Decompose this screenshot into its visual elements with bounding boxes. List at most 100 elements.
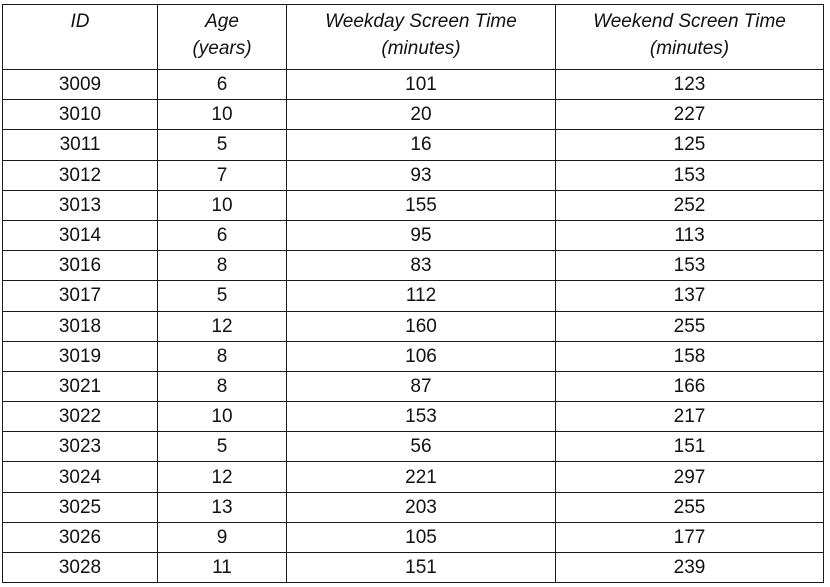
- cell-age: 6: [157, 219, 287, 252]
- cell-age: 5: [157, 129, 287, 161]
- table-row: 3028 11 151 239: [2, 551, 824, 584]
- cell-weekday-minutes: 105: [286, 521, 556, 554]
- cell-weekday-minutes: 221: [286, 461, 556, 493]
- header-weekday-unit: (minutes): [381, 38, 461, 59]
- cell-id: 3012: [2, 159, 158, 191]
- cell-id: 3022: [2, 401, 158, 433]
- cell-age: 12: [157, 461, 287, 493]
- cell-id: 3026: [2, 521, 158, 554]
- cell-id: 3017: [2, 280, 158, 312]
- cell-weekday-minutes: 20: [286, 99, 556, 131]
- cell-id: 3014: [2, 219, 158, 252]
- table-row: 3024 12 221 297: [2, 461, 824, 493]
- cell-weekday-minutes: 95: [286, 219, 556, 252]
- cell-weekday-minutes: 112: [286, 280, 556, 312]
- cell-id: 3028: [2, 551, 158, 584]
- header-age-unit: (years): [192, 38, 252, 59]
- cell-weekday-minutes: 83: [286, 250, 556, 282]
- cell-age: 8: [157, 340, 287, 372]
- cell-weekend-minutes: 158: [555, 340, 824, 372]
- cell-weekday-minutes: 16: [286, 129, 556, 161]
- cell-weekend-minutes: 217: [555, 401, 824, 433]
- table-row: 3010 10 20 227: [2, 99, 824, 131]
- cell-age: 7: [157, 159, 287, 191]
- cell-id: 3010: [2, 99, 158, 131]
- table-row: 3026 9 105 177: [2, 521, 824, 554]
- cell-age: 8: [157, 250, 287, 282]
- table-row: 3022 10 153 217: [2, 401, 824, 433]
- table-row: 3021 8 87 166: [2, 370, 824, 403]
- table-row: 3017 5 112 137: [2, 280, 824, 312]
- cell-age: 9: [157, 521, 287, 554]
- cell-id: 3018: [2, 310, 158, 342]
- cell-weekday-minutes: 87: [286, 370, 556, 403]
- cell-age: 10: [157, 189, 287, 221]
- cell-weekday-minutes: 106: [286, 340, 556, 372]
- cell-id: 3009: [2, 68, 158, 101]
- cell-weekend-minutes: 239: [555, 551, 824, 584]
- cell-age: 13: [157, 491, 287, 523]
- table-body: 3009 6 101 123 3010 10 20 227 3011 5 16 125 3012 7 93 1…: [2, 68, 824, 584]
- cell-weekday-minutes: 56: [286, 431, 556, 463]
- header-weekday-screen-time: Weekday Screen Time (minutes): [286, 4, 556, 70]
- cell-weekday-minutes: 93: [286, 159, 556, 191]
- cell-weekend-minutes: 151: [555, 431, 824, 463]
- cell-age: 8: [157, 370, 287, 403]
- cell-id: 3019: [2, 340, 158, 372]
- cell-age: 5: [157, 280, 287, 312]
- cell-weekend-minutes: 252: [555, 189, 824, 221]
- table-row: 3016 8 83 153: [2, 250, 824, 282]
- cell-weekend-minutes: 153: [555, 250, 824, 282]
- header-weekday-label: Weekday Screen Time: [325, 11, 517, 32]
- table-row: 3018 12 160 255: [2, 310, 824, 342]
- cell-id: 3011: [2, 129, 158, 161]
- header-id-label: ID: [70, 11, 90, 32]
- cell-age: 10: [157, 401, 287, 433]
- table-header: ID Age (years) Weekday Screen Time (minu…: [2, 4, 824, 70]
- cell-id: 3023: [2, 431, 158, 463]
- table-row: 3013 10 155 252: [2, 189, 824, 221]
- cell-weekend-minutes: 255: [555, 491, 824, 523]
- cell-weekend-minutes: 255: [555, 310, 824, 342]
- cell-age: 6: [157, 68, 287, 101]
- screen-time-table: ID Age (years) Weekday Screen Time (minu…: [2, 4, 824, 584]
- header-age: Age (years): [157, 4, 287, 70]
- header-weekend-unit: (minutes): [649, 38, 730, 59]
- table-row: 3019 8 106 158: [2, 340, 824, 372]
- cell-weekday-minutes: 101: [286, 68, 556, 101]
- cell-weekday-minutes: 203: [286, 491, 556, 523]
- cell-age: 11: [157, 551, 287, 584]
- cell-weekend-minutes: 297: [555, 461, 824, 493]
- cell-id: 3025: [2, 491, 158, 523]
- cell-id: 3024: [2, 461, 158, 493]
- cell-age: 10: [157, 99, 287, 131]
- cell-age: 5: [157, 431, 287, 463]
- cell-age: 12: [157, 310, 287, 342]
- cell-id: 3013: [2, 189, 158, 221]
- cell-weekend-minutes: 153: [555, 159, 824, 191]
- cell-weekend-minutes: 123: [555, 68, 824, 101]
- header-id: ID: [2, 4, 158, 70]
- cell-weekend-minutes: 113: [555, 219, 824, 252]
- header-weekend-screen-time: Weekend Screen Time (minutes): [555, 4, 824, 70]
- table-row: 3025 13 203 255: [2, 491, 824, 523]
- cell-weekend-minutes: 227: [555, 99, 824, 131]
- cell-weekend-minutes: 125: [555, 129, 824, 161]
- cell-id: 3016: [2, 250, 158, 282]
- cell-weekend-minutes: 177: [555, 521, 824, 554]
- table-row: 3011 5 16 125: [2, 129, 824, 161]
- table-row: 3009 6 101 123: [2, 68, 824, 101]
- cell-weekend-minutes: 137: [555, 280, 824, 312]
- cell-id: 3021: [2, 370, 158, 403]
- table-row: 3012 7 93 153: [2, 159, 824, 191]
- cell-weekend-minutes: 166: [555, 370, 824, 403]
- table-row: 3014 6 95 113: [2, 219, 824, 252]
- header-age-label: Age: [205, 11, 239, 32]
- cell-weekday-minutes: 151: [286, 551, 556, 584]
- cell-weekday-minutes: 153: [286, 401, 556, 433]
- header-row: ID Age (years) Weekday Screen Time (minu…: [2, 4, 824, 70]
- table-row: 3023 5 56 151: [2, 431, 824, 463]
- cell-weekday-minutes: 155: [286, 189, 556, 221]
- cell-weekday-minutes: 160: [286, 310, 556, 342]
- header-weekend-label: Weekend Screen Time: [593, 11, 786, 32]
